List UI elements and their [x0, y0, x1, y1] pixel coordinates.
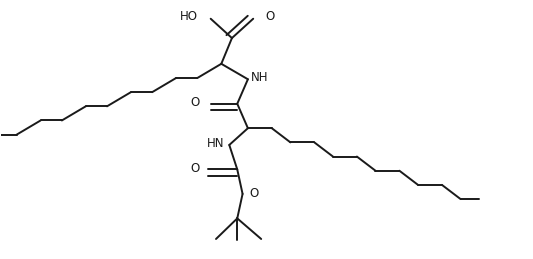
- Text: O: O: [191, 96, 200, 109]
- Text: NH: NH: [251, 71, 268, 84]
- Text: HO: HO: [180, 10, 197, 23]
- Text: O: O: [191, 162, 200, 175]
- Text: O: O: [249, 187, 259, 200]
- Text: O: O: [265, 10, 274, 23]
- Text: HN: HN: [206, 137, 224, 150]
